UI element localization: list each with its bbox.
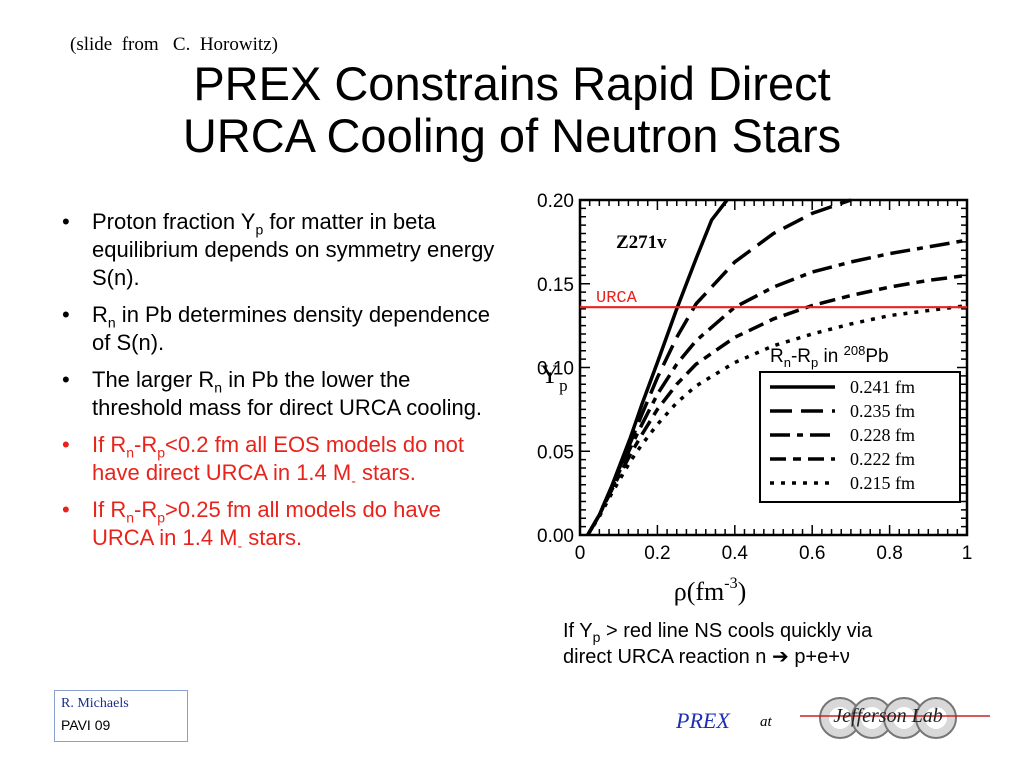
- prex-label: PREX: [676, 708, 730, 733]
- x-tick-label: 0.2: [644, 543, 670, 564]
- urca-threshold-label: URCA: [596, 289, 638, 308]
- proton-fraction-chart: Yp ρ(fm-3) Z271v URCA 0 0.2 0.4 0.6 0.8 1 0.00…: [537, 191, 973, 606]
- bullet-text: The larger R: [92, 367, 215, 392]
- y-tick-label: 0.15: [537, 275, 574, 296]
- bullet-list: • Proton fraction Yp for matter in beta e…: [62, 208, 507, 561]
- bullet-text: -R: [134, 432, 158, 457]
- author-name: R. Michaels: [61, 696, 129, 711]
- bullet-text: >0.25 fm all models do have URCA in 1.4 …: [92, 497, 441, 550]
- at-label: at: [760, 714, 772, 730]
- bullet-sub: p: [157, 509, 166, 526]
- x-tick-label: 1: [962, 543, 973, 564]
- caption-line-2: direct URCA reaction n ➔ p+e+ν: [563, 644, 872, 670]
- caption-line-1: If Yp > red line NS cools quickly via: [563, 618, 872, 644]
- caption-text: p+e+ν: [794, 646, 850, 668]
- y-tick-label: 0.20: [537, 191, 574, 212]
- legend-label: 0.215 fm: [850, 473, 915, 493]
- bullet-sub: n: [214, 379, 223, 396]
- bullet-text: stars.: [355, 460, 416, 485]
- bullet-item-5: • If Rn-Rp>0.25 fm all models do have URC…: [62, 496, 507, 552]
- series-line: [586, 273, 968, 536]
- bullet-dot: •: [62, 432, 70, 457]
- legend-label: 0.228 fm: [850, 425, 915, 445]
- chart-caption: If Yp > red line NS cools quickly via di…: [563, 618, 872, 670]
- caption-text: > red line NS cools quickly via: [600, 620, 873, 642]
- caption-sub: p: [592, 629, 601, 645]
- bullet-text: Proton fraction Y: [92, 209, 256, 234]
- bullet-dot: •: [62, 497, 70, 522]
- bullet-sub: -: [237, 537, 243, 554]
- bullet-dot: •: [62, 302, 70, 327]
- series-line: [586, 238, 968, 536]
- bullet-sub: p: [255, 221, 264, 238]
- jefferson-lab-logo-icon: Jefferson Lab: [800, 697, 990, 739]
- y-tick-label: 0.10: [537, 359, 574, 380]
- x-tick-label: 0.4: [722, 543, 749, 564]
- legend-label: 0.241 fm: [850, 377, 915, 397]
- venue-label: PAVI 09: [61, 717, 111, 733]
- bullet-text: for matter in beta equilibrium depends o…: [92, 209, 495, 290]
- bullet-text: stars.: [242, 525, 303, 550]
- x-tick-label: 0.8: [876, 543, 902, 564]
- x-tick-label: 0.6: [799, 543, 825, 564]
- y-axis-label: Yp: [540, 360, 567, 395]
- arrow-icon: ➔: [771, 646, 795, 668]
- legend-box: [759, 371, 961, 503]
- bullet-sub: n: [126, 444, 135, 461]
- legend-title: Rn-Rp in 208Pb: [770, 343, 889, 370]
- bullet-dot: •: [62, 367, 70, 392]
- bullet-text: If R: [92, 497, 127, 522]
- bullet-item-3: • The larger Rn in Pb the lower the thres…: [62, 366, 507, 422]
- model-label: Z271v: [616, 232, 667, 253]
- title-line-2: URCA Cooling of Neutron Stars: [182, 109, 842, 162]
- bullet-sub: -: [351, 472, 356, 489]
- bullet-item-1: • Proton fraction Yp for matter in beta e…: [62, 208, 507, 292]
- lab-logo-text: Jefferson Lab: [833, 705, 942, 727]
- chart-legend: Rn-Rp in 208Pb 0.241 fm 0.235 fm 0.228 fm 0…: [759, 343, 961, 503]
- caption-text: direct URCA reaction n: [563, 646, 772, 668]
- x-tick-label: 0: [575, 543, 586, 564]
- bullet-sub: n: [126, 509, 135, 526]
- y-tick-label: 0.05: [537, 442, 574, 463]
- bullet-item-4: • If Rn-Rp<0.2 fm all EOS models do not h…: [62, 431, 507, 487]
- bullet-text: in Pb the lower the threshold mass for d…: [92, 367, 483, 420]
- bullet-text: R: [92, 302, 108, 327]
- legend-label: 0.235 fm: [850, 401, 915, 421]
- y-tick-label: 0.00: [537, 526, 574, 547]
- bullet-item-2: • Rn in Pb determines density dependence …: [62, 301, 507, 357]
- author-box: R. Michaels PAVI 09: [54, 690, 188, 742]
- bullet-text: If R: [92, 432, 127, 457]
- title-line-1: PREX Constrains Rapid Direct: [193, 57, 831, 110]
- bullet-sub: p: [157, 444, 166, 461]
- bullet-dot: •: [62, 209, 70, 234]
- legend-label: 0.222 fm: [850, 449, 915, 469]
- bullet-text: in Pb determines density dependence of S…: [92, 302, 490, 355]
- x-axis-label: ρ(fm-3): [674, 575, 747, 606]
- slide-title: PREX Constrains Rapid Direct URCA Coolin…: [0, 58, 1024, 162]
- caption-text: If Y: [563, 620, 593, 642]
- slide-credit: (slide from C. Horowitz): [70, 34, 278, 55]
- bullet-text: -R: [134, 497, 158, 522]
- bullet-sub: n: [107, 314, 116, 331]
- bullet-text: <0.2 fm all EOS models do not have direc…: [92, 432, 465, 485]
